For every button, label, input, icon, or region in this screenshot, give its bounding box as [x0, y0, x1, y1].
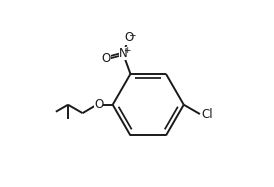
- Text: N: N: [119, 47, 127, 60]
- Text: O: O: [94, 98, 103, 111]
- Text: O: O: [101, 52, 111, 65]
- Text: +: +: [123, 46, 130, 55]
- Text: O: O: [124, 31, 133, 45]
- Text: Cl: Cl: [201, 108, 213, 121]
- Text: −: −: [129, 30, 136, 39]
